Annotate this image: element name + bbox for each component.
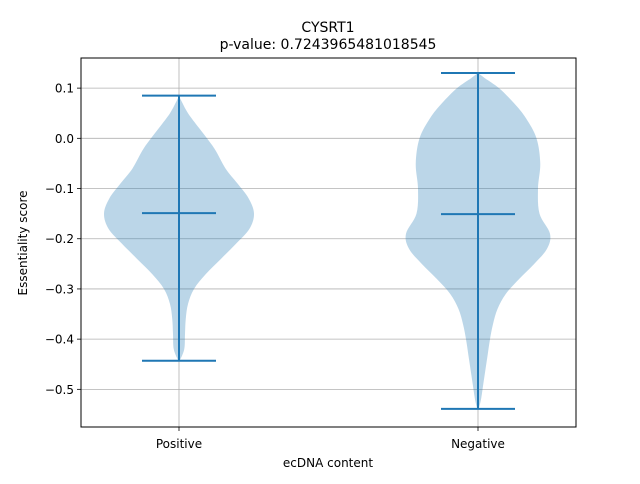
y-axis-label: Essentiality score	[16, 191, 30, 296]
y-tick-label: −0.4	[45, 333, 74, 347]
violins	[103, 72, 551, 410]
plot-frame	[80, 57, 577, 428]
y-tick-label: −0.2	[45, 232, 74, 246]
y-tick-label: −0.3	[45, 282, 74, 296]
y-tick-label: −0.1	[45, 182, 74, 196]
y-tick-label: 0.0	[55, 132, 74, 146]
chart-subtitle: p-value: 0.7243965481018545	[220, 37, 437, 53]
x-tick-label-negative: Negative	[451, 437, 505, 451]
x-tick-label-positive: Positive	[156, 437, 202, 451]
x-axis-label: ecDNA content	[283, 456, 373, 470]
y-tick-label: −0.5	[45, 383, 74, 397]
y-tick-label: 0.1	[55, 82, 74, 96]
chart-title: CYSRT1	[301, 20, 354, 36]
axes: 0.1 0.0 −0.1 −0.2 −0.3 −0.4 −0.5 Positive Negati…	[45, 57, 577, 451]
